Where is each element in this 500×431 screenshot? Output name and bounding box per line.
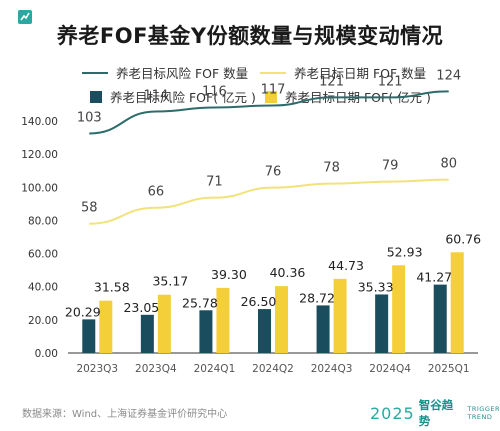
- y-tick-label: 140.00: [21, 116, 58, 128]
- brand-en: TRIGGER TREND: [467, 405, 500, 421]
- legend-line-date-icon: [260, 71, 286, 74]
- x-tick-label: 2023Q3: [76, 363, 118, 375]
- bar-date-scale: [99, 300, 113, 353]
- brand-logo: 2025 智谷趋势 TRIGGER TREND: [370, 397, 500, 429]
- bar-risk-label: 28.72: [299, 290, 335, 305]
- legend-label-risk-count: 养老目标风险 FOF 数量: [116, 66, 249, 81]
- chart-title: 养老FOF基金Y份额数量与规模变动情况: [56, 24, 444, 48]
- bar-date-label: 44.73: [328, 258, 364, 273]
- bar-risk-scale: [433, 284, 447, 353]
- bar-risk-scale: [258, 309, 271, 353]
- bar-risk-scale: [199, 310, 213, 353]
- corner-logo-icon: [18, 10, 32, 24]
- line-risk-count-label: 116: [202, 84, 227, 99]
- bar-risk-label: 25.78: [182, 295, 218, 310]
- y-tick-label: 60.00: [28, 249, 58, 261]
- bar-date-label: 31.58: [94, 280, 130, 295]
- line-date-count-label: 80: [440, 157, 457, 172]
- line-risk-count-label: 103: [77, 111, 102, 126]
- legend-item-risk-count: 养老目标风险 FOF 数量: [82, 63, 248, 82]
- bar-date-label: 35.17: [152, 274, 188, 289]
- line-risk-count-label: 124: [436, 68, 461, 83]
- y-tick-label: 120.00: [21, 149, 58, 161]
- y-tick-label: 80.00: [28, 215, 58, 227]
- bar-date-label: 60.76: [445, 231, 481, 246]
- bar-date-label: 39.30: [211, 267, 247, 282]
- bar-date-scale: [157, 294, 171, 353]
- bar-risk-label: 35.33: [358, 279, 394, 294]
- line-date-count-label: 71: [206, 175, 223, 190]
- bar-risk-scale: [375, 294, 389, 353]
- bar-date-label: 52.93: [387, 244, 423, 259]
- line-risk-count-label: 114: [143, 88, 168, 103]
- line-date-count-label: 66: [148, 185, 165, 200]
- bar-date-scale: [275, 286, 288, 353]
- y-tick-label: 100.00: [21, 182, 58, 194]
- legend-line-risk-icon: [82, 71, 108, 74]
- bar-risk-scale: [140, 314, 154, 353]
- x-tick-label: 2023Q4: [135, 363, 177, 375]
- bar-risk-label: 26.50: [241, 294, 277, 309]
- line-date-count: [89, 178, 449, 225]
- line-date-count-label: 79: [382, 159, 399, 174]
- y-tick-label: 40.00: [28, 282, 58, 294]
- brand-en-line1: TRIGGER: [467, 405, 500, 413]
- brand-name: 智谷趋势: [418, 398, 454, 428]
- line-date-count-label: 76: [265, 165, 282, 180]
- line-risk-count-label: 117: [261, 82, 286, 97]
- x-tick-label: 2024Q1: [194, 363, 236, 375]
- data-source-note: 数据来源：Wind、上海证券基金评价研究中心: [22, 409, 228, 420]
- x-tick-label: 2024Q2: [252, 363, 294, 375]
- bar-date-label: 40.36: [270, 265, 306, 280]
- brand-en-line2: TREND: [467, 413, 493, 421]
- bar-date-scale: [333, 278, 347, 353]
- legend-label-date-count: 养老目标日期 FOF 数量: [294, 66, 427, 81]
- bar-date-scale: [392, 265, 406, 353]
- bar-risk-label: 41.27: [416, 270, 452, 285]
- legend-box-risk-icon: [90, 90, 102, 103]
- y-tick-label: 20.00: [28, 315, 58, 327]
- line-risk-count-label: 121: [319, 74, 344, 89]
- line-risk-count: [89, 90, 449, 135]
- x-tick-label: 2024Q4: [369, 363, 411, 375]
- line-date-count-label: 58: [81, 201, 98, 216]
- brand-year: 2025: [370, 403, 415, 423]
- legend-item-date-count: 养老目标日期 FOF 数量: [260, 63, 426, 82]
- bar-risk-label: 20.29: [65, 304, 101, 319]
- bar-risk-scale: [82, 319, 96, 353]
- legend-label-risk-scale: 养老目标风险 FOF( 亿元 ): [110, 90, 256, 105]
- y-tick-label: 0.00: [35, 348, 58, 360]
- x-tick-label: 2024Q3: [311, 363, 353, 375]
- line-risk-count-label: 121: [378, 74, 403, 89]
- bar-date-scale: [216, 287, 230, 353]
- bar-date-scale: [450, 252, 464, 353]
- legend-item-risk-scale: 养老目标风险 FOF( 亿元 ): [90, 87, 256, 106]
- x-tick-label: 2025Q1: [428, 363, 470, 375]
- bar-risk-label: 23.05: [123, 300, 159, 315]
- legend-box-date-icon: [265, 90, 277, 103]
- bar-risk-scale: [316, 305, 330, 353]
- line-date-count-label: 78: [323, 161, 340, 176]
